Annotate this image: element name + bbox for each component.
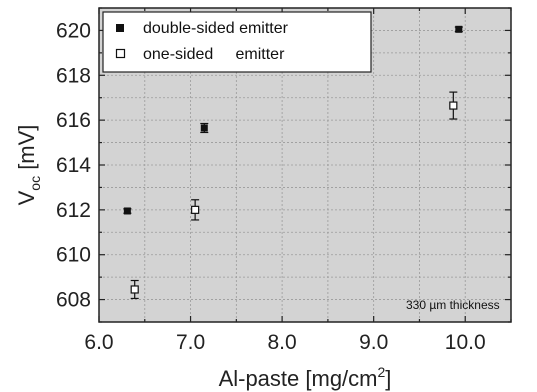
data-marks xyxy=(123,25,463,300)
x-tick-label: 8.0 xyxy=(268,331,297,354)
data-point-one-sided xyxy=(449,101,458,110)
x-axis-title: Al-paste [mg/cm2] xyxy=(219,364,392,391)
y-axis-title-unit: [mV] xyxy=(14,125,39,176)
x-tick-label: 6.0 xyxy=(84,331,113,354)
legend-label-one-sided: one-sided emitter xyxy=(143,46,285,63)
x-tick-label: 10.0 xyxy=(445,331,486,354)
legend-marker-one-sided xyxy=(115,48,126,59)
y-tick-label: 620 xyxy=(56,19,91,42)
data-point-double-sided xyxy=(455,25,463,33)
y-tick-label: 614 xyxy=(56,154,91,177)
x-tick-label: 9.0 xyxy=(359,331,388,354)
data-point-double-sided xyxy=(123,207,131,215)
y-tick-label: 612 xyxy=(56,199,91,222)
thickness-annotation: 330 µm thickness xyxy=(406,298,500,312)
x-tick-label: 7.0 xyxy=(176,331,205,354)
data-point-double-sided xyxy=(200,124,208,132)
y-tick-label: 618 xyxy=(56,64,91,87)
y-axis-title-main: V xyxy=(14,190,39,205)
grid xyxy=(99,8,511,322)
x-axis-title-main: Al-paste [mg/cm xyxy=(219,366,378,391)
y-axis-title-sub: oc xyxy=(27,176,43,191)
y-tick-label: 608 xyxy=(56,289,91,312)
legend-marker-double-sided xyxy=(116,24,124,32)
tick-labels: 6.0 7.0 8.0 9.0 10.0 608 610 612 614 616 618 620 xyxy=(56,19,486,354)
data-point-one-sided xyxy=(130,285,139,294)
y-axis-title: Voc [mV] xyxy=(14,125,43,206)
legend-box xyxy=(102,11,372,73)
y-tick-label: 616 xyxy=(56,109,91,132)
legend: double-sided emitter one-sided emitter xyxy=(102,11,372,73)
legend-label-double-sided: double-sided emitter xyxy=(143,20,289,37)
data-point-one-sided xyxy=(191,205,200,214)
y-tick-label: 610 xyxy=(56,244,91,267)
x-axis-title-end: ] xyxy=(385,366,391,391)
axis-ticks xyxy=(98,7,512,323)
x-axis-title-sup: 2 xyxy=(378,364,386,380)
